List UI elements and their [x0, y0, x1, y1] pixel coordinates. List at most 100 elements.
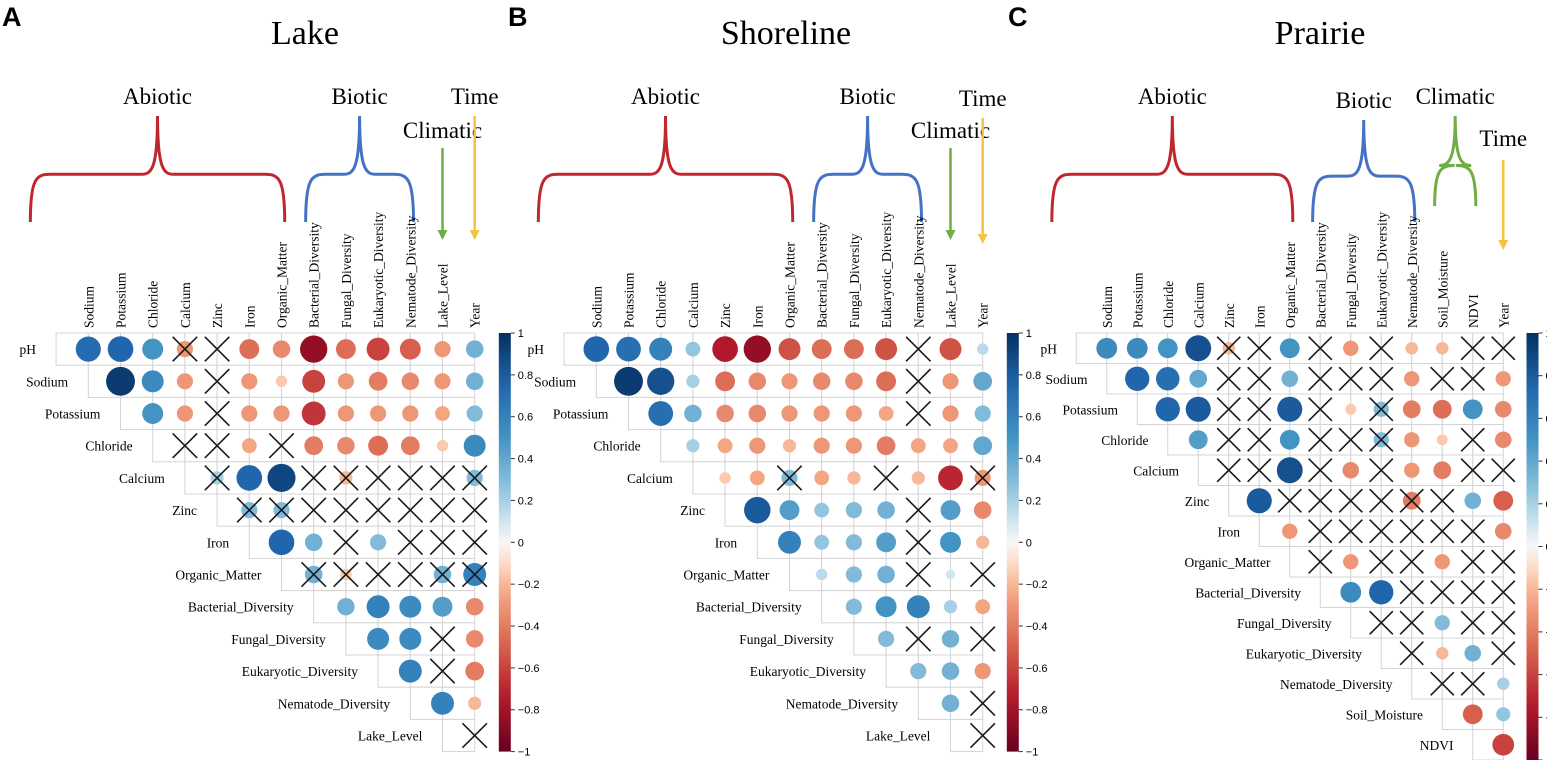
- correlation-circle: [337, 437, 355, 455]
- colorbar-tick-label: −0.8: [518, 705, 540, 717]
- colorbar: [499, 333, 511, 752]
- correlation-circle: [305, 534, 323, 552]
- correlation-circle: [1282, 524, 1297, 539]
- correlation-circle: [239, 339, 259, 359]
- correlation-figure: A LakeAbiotic BioticClimaticTimeSodium Pota…: [0, 0, 1547, 760]
- row-label: Iron: [1218, 524, 1241, 539]
- correlation-circle: [876, 596, 897, 617]
- correlation-circle: [846, 566, 862, 582]
- correlation-circle: [719, 472, 730, 483]
- correlation-circle: [783, 439, 796, 452]
- correlation-circle: [302, 402, 326, 426]
- correlation-circle: [1156, 367, 1179, 390]
- correlation-circle: [814, 405, 830, 421]
- correlation-circle: [1186, 397, 1211, 422]
- column-label: Chloride: [1161, 281, 1176, 328]
- group-label-time: Time: [959, 86, 1007, 111]
- row-label: Fungal_Diversity: [231, 632, 326, 647]
- correlation-circle: [943, 438, 958, 453]
- column-label: Zinc: [1222, 303, 1237, 328]
- grid-cell: [1320, 425, 1351, 456]
- correlation-circle: [401, 436, 420, 455]
- grid-cell: [1229, 394, 1260, 425]
- correlation-circle: [749, 405, 767, 423]
- colorbar-tick-label: −1: [1026, 747, 1039, 759]
- grid-cell: [1351, 516, 1382, 547]
- correlation-circle: [1436, 342, 1449, 355]
- grid-cell: [1381, 608, 1412, 639]
- correlation-circle: [973, 372, 992, 391]
- grid-cell: [951, 719, 983, 751]
- correlation-circle: [616, 337, 641, 362]
- column-label: Year: [1496, 303, 1511, 328]
- row-label: Bacterial_Diversity: [696, 600, 802, 615]
- correlation-circle: [844, 339, 864, 359]
- correlation-circle: [465, 662, 484, 681]
- correlation-circle: [338, 405, 354, 421]
- correlation-circle: [814, 470, 829, 485]
- group-label-time: Time: [1479, 126, 1527, 151]
- correlation-circle: [466, 340, 484, 358]
- correlation-circle: [648, 401, 673, 426]
- grid-cell: [1290, 486, 1321, 517]
- row-label: Sodium: [26, 374, 69, 389]
- correlation-circle: [846, 599, 862, 615]
- colorbar-tick-label: 0.4: [1026, 454, 1041, 466]
- row-label: Bacterial_Diversity: [188, 600, 294, 615]
- column-label: Year: [468, 303, 483, 328]
- column-label: Potassium: [1130, 272, 1145, 328]
- correlation-circle: [464, 435, 486, 457]
- brace-abiotic: [1052, 116, 1293, 222]
- colorbar-tick-label: 0.6: [1026, 412, 1041, 424]
- colorbar-tick-label: −0.6: [1026, 663, 1048, 675]
- row-label: Organic_Matter: [683, 568, 769, 583]
- row-label: Zinc: [680, 503, 705, 518]
- correlation-circle: [1281, 370, 1298, 387]
- row-label: Potassium: [45, 407, 101, 422]
- grid-cell: [1412, 577, 1443, 608]
- correlation-circle: [337, 598, 355, 616]
- brace-biotic: [814, 116, 922, 222]
- correlation-circle: [466, 630, 484, 648]
- correlation-circle: [302, 370, 325, 393]
- correlation-circle: [1497, 677, 1510, 690]
- row-label: Eukaryotic_Diversity: [242, 664, 358, 679]
- correlation-circle: [938, 466, 963, 491]
- grid-cell: [1442, 516, 1473, 547]
- colorbar-tick-label: −1: [518, 747, 531, 759]
- column-label: Organic_Matter: [275, 242, 290, 328]
- grid-cell: [378, 494, 410, 526]
- arrowhead-time: [470, 230, 480, 240]
- correlation-circle: [434, 373, 450, 389]
- correlation-circle: [273, 405, 289, 421]
- panel-b: B ShorelineAbiotic BioticClimaticTimeSodiu…: [508, 2, 1048, 759]
- column-label: Sodium: [81, 285, 96, 328]
- correlation-circle: [1404, 463, 1419, 478]
- correlation-circle: [812, 339, 832, 359]
- colorbar-tick-label: 0.2: [1026, 495, 1041, 507]
- column-label: Lake_Level: [436, 263, 451, 328]
- correlation-circle: [779, 338, 801, 360]
- grid-cell: [378, 558, 410, 590]
- colorbar-tick-label: 0: [1026, 537, 1032, 549]
- correlation-circle: [336, 339, 356, 359]
- correlation-circle: [367, 628, 389, 650]
- row-label: Fungal_Diversity: [739, 632, 834, 647]
- correlation-circle: [367, 595, 390, 618]
- row-label: Lake_Level: [358, 729, 423, 744]
- correlation-circle: [1435, 554, 1450, 569]
- correlation-circle: [1156, 397, 1180, 421]
- column-label: Iron: [750, 305, 765, 328]
- correlation-circle: [845, 373, 863, 391]
- group-label-time: Time: [451, 84, 499, 109]
- grid-cell: [1473, 547, 1504, 578]
- correlation-circle: [368, 436, 388, 456]
- column-label: Organic_Matter: [1283, 242, 1298, 328]
- colorbar-tick-label: 0.8: [518, 370, 533, 382]
- correlation-circle: [942, 695, 960, 713]
- correlation-circle: [434, 341, 450, 357]
- row-label: Zinc: [172, 503, 197, 518]
- correlation-circle: [242, 438, 257, 453]
- correlation-circle: [1435, 615, 1450, 630]
- correlation-circle: [1433, 461, 1451, 479]
